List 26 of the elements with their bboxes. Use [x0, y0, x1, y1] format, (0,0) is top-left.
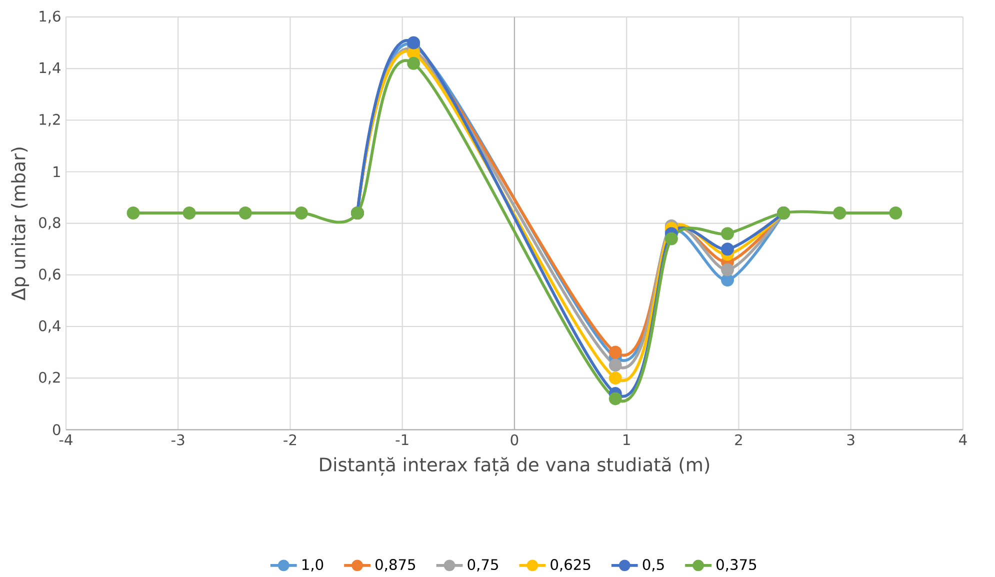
x-tick-label: 2	[735, 434, 742, 446]
y-tick-label: 1,2	[40, 114, 60, 126]
y-tick-label: 0,8	[39, 217, 60, 230]
x-tick-label: -1	[396, 434, 408, 445]
x-tick-label: 4	[959, 434, 967, 445]
x-tick-label: 3	[847, 434, 854, 446]
legend-label: 0,5	[642, 558, 664, 572]
y-axis-title: Δp unitar (mbar)	[11, 148, 30, 300]
y-tick-label: 0,2	[39, 372, 60, 384]
legend-label: 0,375	[716, 558, 756, 572]
y-tick-label: 0,6	[39, 268, 60, 282]
x-axis-title: Distanță interax față de vana studiată (m)	[320, 457, 710, 476]
legend-label: 1,0	[302, 558, 324, 572]
x-tick-label: 1	[624, 434, 630, 445]
legend-label: 0,875	[376, 558, 416, 572]
x-tick-label: -3	[172, 434, 184, 446]
legend-label: 0,75	[468, 558, 498, 572]
y-tick-label: 1	[54, 166, 60, 177]
y-tick-label: 1,6	[40, 10, 60, 24]
x-tick-label: -2	[284, 434, 296, 446]
y-tick-label: 1,4	[40, 62, 60, 75]
x-tick-label: 0	[510, 434, 518, 446]
y-tick-label: 0,4	[39, 320, 60, 333]
y-tick-label: 0	[52, 424, 60, 436]
legend-label: 0,625	[550, 558, 590, 572]
x-tick-label: -4	[59, 434, 72, 445]
